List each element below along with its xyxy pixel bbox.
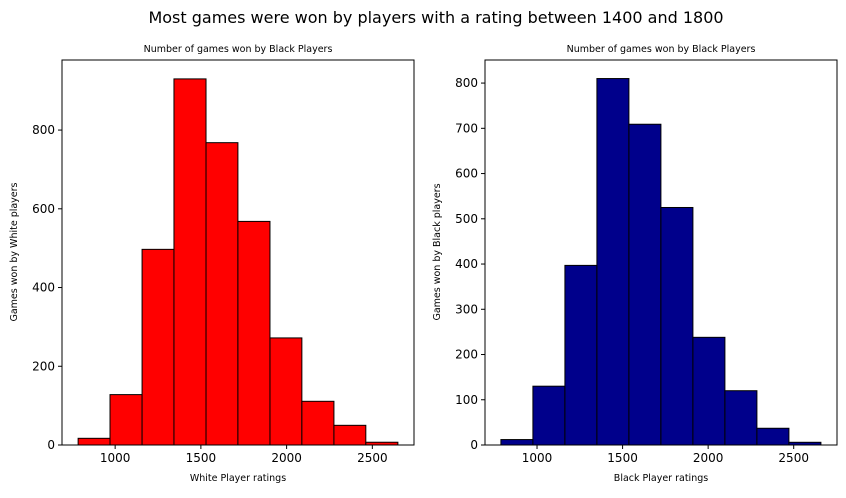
right-y-tick-label: 300: [455, 302, 478, 316]
left-x-tick-label: 2500: [357, 451, 388, 465]
left-histogram-bar: [77, 437, 111, 446]
left-y-tick-label: 600: [32, 202, 55, 216]
right-x-tick-label: 2000: [693, 451, 724, 465]
right-y-tick-label: 500: [455, 212, 478, 226]
left-histogram-bar: [237, 220, 271, 446]
left-y-tick-label: 200: [32, 359, 55, 373]
right-axes-frame: [484, 59, 838, 446]
right-histogram-bar: [532, 385, 566, 446]
left-x-axis-label: White Player ratings: [190, 473, 286, 484]
right-x-tick-label: 1500: [607, 451, 638, 465]
right-y-tick-label: 200: [455, 348, 478, 362]
right-x-tick-label: 2500: [778, 451, 809, 465]
left-chart-title: Number of games won by Black Players: [144, 44, 333, 55]
right-histogram-bar: [596, 78, 630, 446]
right-histogram-bar: [628, 123, 662, 446]
left-y-tick-label: 400: [32, 281, 55, 295]
right-y-tick-label: 400: [455, 257, 478, 271]
left-histogram-bar: [109, 394, 143, 446]
right-y-tick-label: 0: [470, 438, 478, 452]
right-histogram: Number of games won by Black Players Bla…: [432, 44, 838, 484]
right-histogram-bar: [564, 264, 598, 446]
right-histogram-bar: [756, 427, 790, 446]
right-x-tick-label: 1000: [522, 451, 553, 465]
right-y-tick-label: 600: [455, 167, 478, 181]
right-histogram-bar: [660, 206, 694, 446]
right-chart-title: Number of games won by Black Players: [567, 44, 756, 55]
left-x-tick-label: 2000: [271, 451, 302, 465]
left-histogram-bar: [269, 337, 303, 446]
left-histogram-bar: [205, 142, 239, 446]
left-histogram-bar: [301, 400, 335, 446]
right-y-axis-label: Games won by Black players: [432, 183, 443, 320]
left-y-tick-label: 0: [47, 438, 55, 452]
left-histogram: Number of games won by Black Players Whi…: [9, 44, 415, 484]
right-histogram-bar: [692, 336, 726, 446]
left-y-axis-label: Games won by White players: [9, 182, 20, 321]
left-axes-frame: [61, 59, 415, 446]
right-y-tick-label: 100: [455, 393, 478, 407]
right-histogram-bar: [500, 439, 534, 446]
figure-suptitle: Most games were won by players with a ra…: [148, 8, 723, 27]
left-x-tick-label: 1500: [186, 451, 217, 465]
left-histogram-bar: [333, 424, 367, 446]
right-histogram-bar: [724, 390, 758, 446]
left-x-tick-label: 1000: [100, 451, 131, 465]
left-histogram-bar: [141, 248, 175, 446]
left-y-tick-label: 800: [32, 123, 55, 137]
right-y-tick-label: 800: [455, 76, 478, 90]
right-y-tick-label: 700: [455, 121, 478, 135]
right-x-axis-label: Black Player ratings: [614, 473, 708, 484]
left-histogram-bar: [173, 78, 207, 446]
